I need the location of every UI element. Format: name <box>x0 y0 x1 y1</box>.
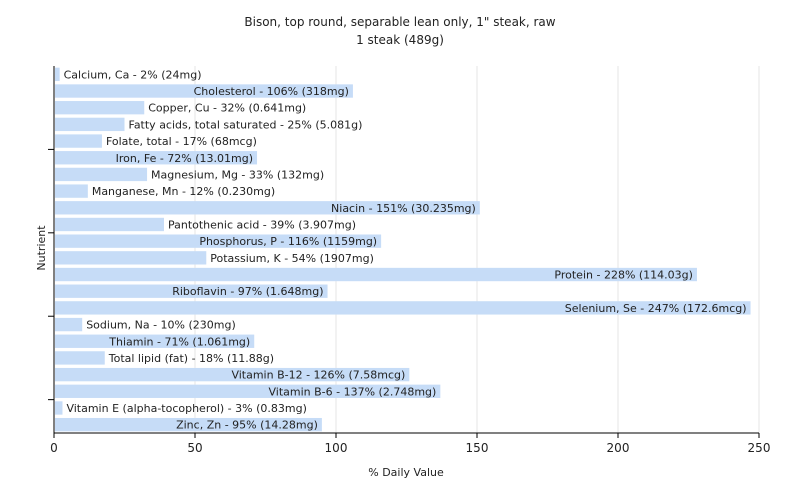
bar-label: Vitamin B-12 - 126% (7.58mcg) <box>231 369 405 382</box>
bar <box>55 117 125 132</box>
chart-title: Bison, top round, separable lean only, 1… <box>244 15 555 29</box>
bar-label: Total lipid (fat) - 18% (11.88g) <box>108 352 274 365</box>
bar-label: Riboflavin - 97% (1.648mg) <box>172 285 323 298</box>
bar-label: Niacin - 151% (30.235mg) <box>331 202 476 215</box>
y-axis-label: Nutrient <box>35 225 48 271</box>
bar-label: Iron, Fe - 72% (13.01mg) <box>116 152 253 165</box>
bar-label: Fatty acids, total saturated - 25% (5.08… <box>129 118 363 131</box>
bar-label: Thiamin - 71% (1.061mg) <box>108 335 250 348</box>
bar-label: Pantothenic acid - 39% (3.907mg) <box>168 218 356 231</box>
bar <box>55 217 164 232</box>
bar <box>55 251 207 265</box>
bar-label: Protein - 228% (114.03g) <box>554 269 693 282</box>
chart-subtitle: 1 steak (489g) <box>356 33 444 47</box>
bar <box>55 184 88 198</box>
bar-label: Magnesium, Mg - 33% (132mg) <box>151 168 324 181</box>
bar <box>55 384 441 398</box>
bar-label: Vitamin B-6 - 137% (2.748mg) <box>269 385 437 398</box>
bar <box>55 201 480 215</box>
bar <box>55 317 83 332</box>
bar <box>55 167 148 182</box>
x-tick-label: 100 <box>325 441 348 455</box>
bar <box>55 284 328 298</box>
x-tick-label: 250 <box>748 441 771 455</box>
x-axis-label: % Daily Value <box>368 466 444 479</box>
bar-label: Calcium, Ca - 2% (24mg) <box>64 68 202 81</box>
bar <box>55 301 751 315</box>
bar-label: Folate, total - 17% (68mcg) <box>106 135 257 148</box>
bar-label: Sodium, Na - 10% (230mg) <box>86 319 236 332</box>
axes: 0 50 100 150 200 250 <box>48 66 770 455</box>
x-tick-label: 150 <box>466 441 489 455</box>
bar-label: Selenium, Se - 247% (172.6mcg) <box>565 302 747 315</box>
x-tick-label: 200 <box>607 441 630 455</box>
bar <box>55 401 63 415</box>
bar <box>55 351 105 365</box>
bar-label: Vitamin E (alpha-tocopherol) - 3% (0.83m… <box>66 402 306 415</box>
bar-label: Phosphorus, P - 116% (1159mg) <box>199 235 377 248</box>
bar-label: Manganese, Mn - 12% (0.230mg) <box>92 185 275 198</box>
bar <box>55 134 102 148</box>
bar-label: Zinc, Zn - 95% (14.28mg) <box>176 419 318 432</box>
bar <box>55 151 258 165</box>
bar-label: Copper, Cu - 32% (0.641mg) <box>148 102 306 115</box>
bar <box>55 84 353 98</box>
bar <box>55 334 255 348</box>
bar <box>55 367 410 382</box>
bar <box>55 67 60 82</box>
bar <box>55 101 145 115</box>
bar-label: Cholesterol - 106% (318mg) <box>194 85 349 98</box>
bar <box>55 417 322 432</box>
bar-label: Potassium, K - 54% (1907mg) <box>210 252 374 265</box>
bar <box>55 234 382 248</box>
bars: Calcium, Ca - 2% (24mg) Cholesterol - 106… <box>55 67 751 432</box>
x-tick-label: 50 <box>187 441 202 455</box>
bar <box>55 267 697 282</box>
x-tick-label: 0 <box>50 441 58 455</box>
